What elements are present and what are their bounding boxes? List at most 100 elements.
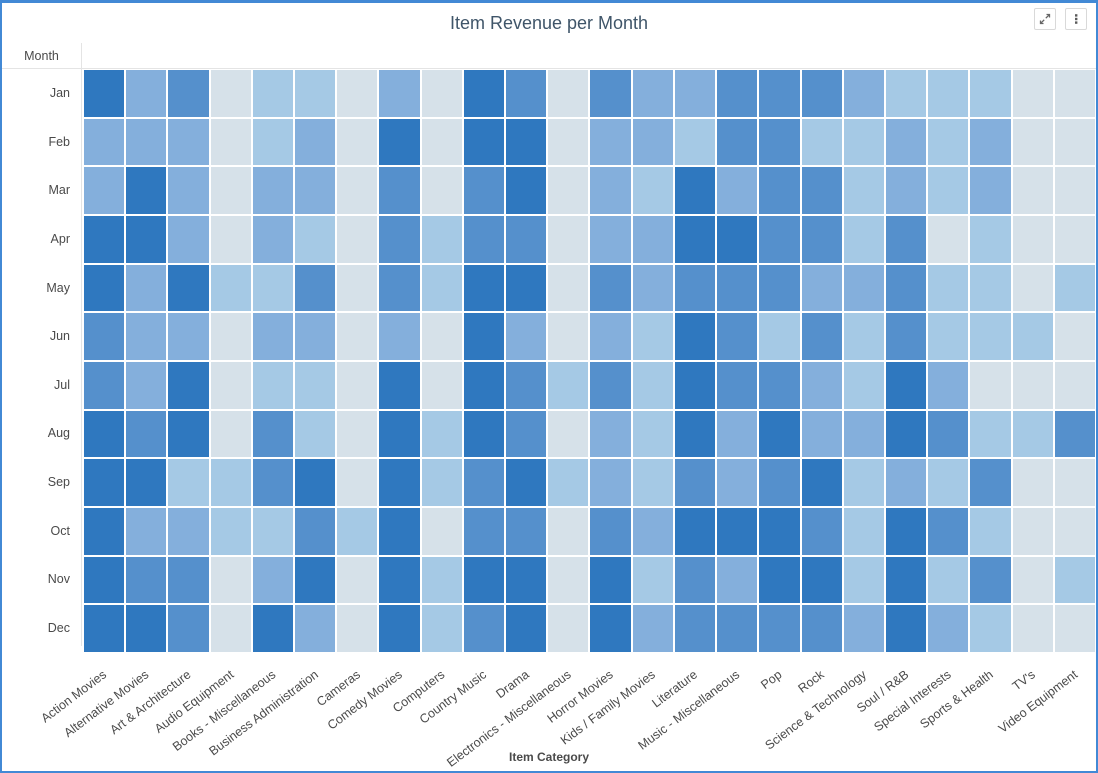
heatmap-cell[interactable] [801, 410, 842, 458]
heatmap-cell[interactable] [463, 70, 505, 117]
heatmap-cell[interactable] [1054, 410, 1095, 458]
heatmap-cell[interactable] [928, 362, 969, 409]
heatmap-cell[interactable] [970, 410, 1011, 458]
heatmap-cell[interactable] [421, 362, 462, 409]
heatmap-cell[interactable] [1012, 313, 1053, 360]
heatmap-cell[interactable] [970, 167, 1011, 214]
heatmap-cell[interactable] [970, 362, 1011, 409]
heatmap-cell[interactable] [379, 216, 420, 263]
heatmap-cell[interactable] [1054, 556, 1095, 604]
heatmap-cell[interactable] [295, 556, 336, 604]
heatmap-cell[interactable] [168, 167, 209, 214]
heatmap-cell[interactable] [252, 508, 294, 555]
heatmap-cell[interactable] [84, 556, 125, 604]
heatmap-cell[interactable] [801, 508, 842, 555]
heatmap-cell[interactable] [801, 362, 842, 409]
heatmap-cell[interactable] [885, 362, 927, 409]
heatmap-cell[interactable] [379, 313, 420, 360]
heatmap-cell[interactable] [759, 264, 800, 312]
heatmap-cell[interactable] [928, 313, 969, 360]
heatmap-cell[interactable] [1012, 508, 1053, 555]
heatmap-cell[interactable] [928, 459, 969, 506]
heatmap-cell[interactable] [674, 264, 716, 312]
heatmap-cell[interactable] [379, 459, 420, 506]
heatmap-cell[interactable] [506, 605, 547, 652]
heatmap-cell[interactable] [252, 313, 294, 360]
heatmap-cell[interactable] [632, 264, 673, 312]
heatmap-cell[interactable] [295, 70, 336, 117]
heatmap-cell[interactable] [590, 313, 631, 360]
heatmap-cell[interactable] [590, 362, 631, 409]
heatmap-cell[interactable] [970, 508, 1011, 555]
heatmap-cell[interactable] [84, 362, 125, 409]
heatmap-cell[interactable] [759, 556, 800, 604]
heatmap-cell[interactable] [759, 605, 800, 652]
heatmap-cell[interactable] [843, 459, 884, 506]
heatmap-cell[interactable] [759, 459, 800, 506]
heatmap-cell[interactable] [506, 362, 547, 409]
heatmap-cell[interactable] [210, 118, 251, 166]
heatmap-cell[interactable] [928, 264, 969, 312]
heatmap-cell[interactable] [1054, 459, 1095, 506]
heatmap-cell[interactable] [1012, 70, 1053, 117]
heatmap-cell[interactable] [885, 313, 927, 360]
heatmap-cell[interactable] [126, 264, 167, 312]
heatmap-cell[interactable] [885, 410, 927, 458]
heatmap-cell[interactable] [337, 167, 378, 214]
heatmap-cell[interactable] [548, 70, 589, 117]
heatmap-cell[interactable] [337, 556, 378, 604]
heatmap-cell[interactable] [590, 410, 631, 458]
heatmap-cell[interactable] [421, 508, 462, 555]
heatmap-cell[interactable] [506, 216, 547, 263]
heatmap-cell[interactable] [885, 167, 927, 214]
heatmap-cell[interactable] [759, 167, 800, 214]
heatmap-cell[interactable] [421, 167, 462, 214]
heatmap-cell[interactable] [759, 313, 800, 360]
heatmap-cell[interactable] [210, 313, 251, 360]
heatmap-cell[interactable] [801, 556, 842, 604]
heatmap-cell[interactable] [84, 508, 125, 555]
heatmap-cell[interactable] [717, 362, 758, 409]
heatmap-cell[interactable] [1054, 605, 1095, 652]
heatmap-cell[interactable] [210, 362, 251, 409]
heatmap-cell[interactable] [928, 605, 969, 652]
heatmap-cell[interactable] [548, 508, 589, 555]
heatmap-cell[interactable] [252, 264, 294, 312]
fullscreen-button[interactable] [1034, 8, 1056, 30]
heatmap-cell[interactable] [1054, 508, 1095, 555]
heatmap-cell[interactable] [84, 216, 125, 263]
heatmap-cell[interactable] [126, 605, 167, 652]
heatmap-cell[interactable] [970, 216, 1011, 263]
heatmap-cell[interactable] [928, 70, 969, 117]
heatmap-cell[interactable] [801, 70, 842, 117]
heatmap-cell[interactable] [717, 410, 758, 458]
heatmap-cell[interactable] [337, 70, 378, 117]
heatmap-cell[interactable] [843, 556, 884, 604]
heatmap-cell[interactable] [506, 70, 547, 117]
heatmap-cell[interactable] [801, 459, 842, 506]
heatmap-cell[interactable] [759, 216, 800, 263]
heatmap-cell[interactable] [1012, 118, 1053, 166]
heatmap-cell[interactable] [843, 264, 884, 312]
heatmap-cell[interactable] [463, 410, 505, 458]
heatmap-cell[interactable] [548, 167, 589, 214]
heatmap-cell[interactable] [337, 216, 378, 263]
heatmap-cell[interactable] [421, 605, 462, 652]
heatmap-cell[interactable] [674, 70, 716, 117]
heatmap-cell[interactable] [674, 410, 716, 458]
heatmap-cell[interactable] [970, 605, 1011, 652]
heatmap-cell[interactable] [759, 410, 800, 458]
heatmap-cell[interactable] [168, 459, 209, 506]
heatmap-cell[interactable] [717, 118, 758, 166]
heatmap-cell[interactable] [506, 264, 547, 312]
heatmap-cell[interactable] [590, 167, 631, 214]
heatmap-cell[interactable] [674, 118, 716, 166]
heatmap-cell[interactable] [843, 118, 884, 166]
heatmap-cell[interactable] [252, 118, 294, 166]
heatmap-cell[interactable] [84, 410, 125, 458]
heatmap-cell[interactable] [295, 508, 336, 555]
heatmap-cell[interactable] [295, 362, 336, 409]
heatmap-cell[interactable] [1054, 362, 1095, 409]
heatmap-cell[interactable] [84, 264, 125, 312]
heatmap-cell[interactable] [885, 605, 927, 652]
